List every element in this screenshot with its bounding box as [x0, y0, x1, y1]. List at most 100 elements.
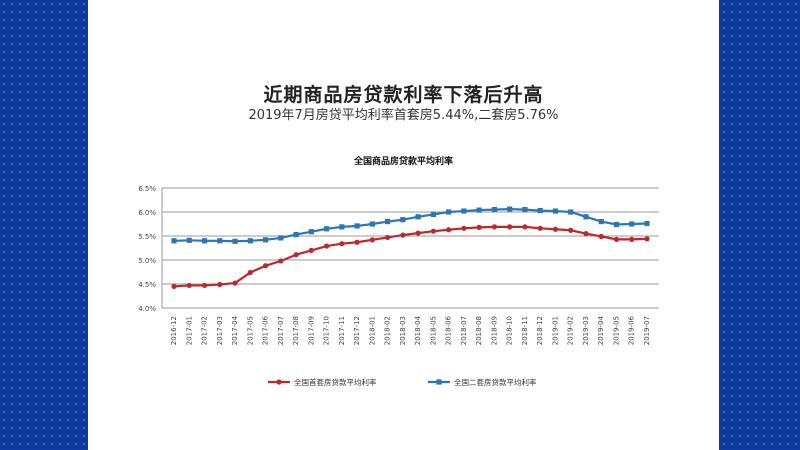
data-point	[171, 283, 177, 289]
data-point	[232, 238, 238, 244]
data-point	[507, 224, 513, 230]
x-tick-label: 2017-12	[353, 316, 361, 345]
data-point	[461, 208, 467, 214]
data-point	[629, 221, 635, 227]
x-tick-label: 2018-09	[490, 316, 498, 345]
data-point	[308, 247, 314, 253]
x-tick-label: 2019-06	[628, 315, 636, 345]
x-tick-label: 2019-04	[597, 315, 605, 345]
slide-title: 近期商品房贷款利率下落后升高	[263, 84, 544, 106]
x-tick-label: 2019-07	[643, 316, 651, 345]
data-point	[339, 224, 345, 230]
left-side-pattern	[0, 0, 88, 450]
y-tick-label: 5.5%	[138, 233, 156, 241]
y-tick-label: 5.0%	[138, 257, 156, 265]
x-tick-label: 2017-03	[216, 316, 224, 345]
legend-label: 全国二套房贷款平均利率	[454, 377, 537, 387]
x-tick-label: 2018-03	[399, 316, 407, 345]
x-tick-label: 2017-10	[323, 316, 331, 345]
x-tick-label: 2018-06	[445, 315, 453, 345]
data-point	[171, 238, 177, 244]
data-point	[201, 282, 208, 289]
data-point	[369, 237, 375, 243]
data-point	[613, 221, 620, 228]
data-point	[323, 243, 330, 249]
data-point	[262, 263, 269, 269]
data-point	[400, 217, 406, 223]
legend-label: 全国首套房贷款平均利率	[294, 377, 377, 387]
x-tick-label: 2019-01	[551, 316, 559, 345]
data-point	[400, 232, 406, 238]
data-point	[537, 225, 543, 231]
data-point	[385, 234, 391, 241]
x-tick-label: 2018-04	[414, 315, 422, 345]
data-point	[598, 233, 604, 240]
data-point	[354, 223, 360, 229]
data-point	[446, 209, 452, 215]
x-tick-label: 2017-01	[185, 316, 193, 345]
data-point	[522, 224, 528, 230]
data-point	[461, 225, 467, 231]
data-point	[232, 280, 238, 286]
x-tick-label: 2019-05	[612, 316, 620, 345]
data-point	[415, 214, 421, 220]
data-point	[278, 258, 284, 264]
y-tick-label: 6.0%	[138, 209, 156, 217]
data-point	[186, 237, 192, 243]
x-tick-label: 2018-12	[536, 316, 544, 345]
x-tick-label: 2017-06	[262, 315, 270, 345]
line-chart: 4.0% 4.5% 5.0% 5.5% 6.0% 6.5% 2016-12 2017-01 20…	[138, 185, 659, 387]
x-tick-label: 2017-04	[231, 315, 239, 345]
data-point	[415, 230, 421, 236]
data-point	[217, 238, 223, 244]
x-tick-label: 2018-01	[368, 316, 376, 345]
legend-marker	[276, 379, 282, 385]
y-tick-label: 4.5%	[138, 281, 156, 289]
slide-panel: 近期商品房贷款利率下落后升高 2019年7月房贷平均利率首套房5.44%,二套房…	[88, 0, 719, 450]
data-point	[629, 236, 635, 242]
x-tick-label: 2019-03	[582, 316, 590, 345]
data-point	[552, 226, 559, 232]
data-point	[308, 229, 314, 235]
x-tick-label: 2016-12	[170, 316, 178, 345]
x-tick-label: 2017-05	[246, 316, 254, 345]
data-point	[339, 241, 345, 247]
data-point	[644, 220, 650, 227]
data-point	[217, 281, 223, 288]
data-point	[568, 227, 574, 233]
data-point	[568, 209, 574, 215]
data-point	[598, 219, 604, 225]
chart-title: 全国商品房贷款平均利率	[353, 157, 453, 167]
x-tick-label: 2018-10	[506, 316, 514, 345]
x-tick-label: 2018-05	[429, 316, 437, 345]
x-tick-label: 2017-11	[338, 316, 346, 345]
data-point	[522, 207, 528, 213]
x-tick-label: 2018-07	[460, 316, 468, 345]
data-point	[446, 227, 452, 233]
y-tick-label: 6.5%	[138, 185, 156, 193]
data-point	[476, 224, 482, 230]
data-point	[369, 221, 375, 227]
data-point	[491, 224, 498, 230]
x-tick-label: 2018-08	[475, 316, 483, 345]
right-side-pattern	[712, 0, 800, 450]
x-tick-label: 2018-02	[384, 316, 392, 345]
slide-subtitle: 2019年7月房贷平均利率首套房5.44%,二套房5.76%	[248, 108, 559, 123]
data-point	[507, 206, 513, 212]
data-point	[583, 231, 589, 237]
x-tick-label: 2017-08	[292, 316, 300, 345]
data-point	[247, 269, 253, 276]
data-point	[430, 211, 436, 217]
data-point	[186, 282, 192, 289]
x-tick-label: 2018-11	[521, 316, 529, 345]
data-point	[430, 228, 436, 234]
legend-marker	[436, 379, 442, 385]
data-point	[323, 226, 330, 232]
data-point	[476, 207, 482, 213]
data-point	[278, 235, 284, 241]
data-point	[583, 214, 589, 220]
data-point	[644, 236, 650, 242]
y-tick-label: 4.0%	[138, 305, 156, 313]
x-tick-label: 2017-02	[201, 316, 209, 345]
data-point	[262, 237, 269, 243]
